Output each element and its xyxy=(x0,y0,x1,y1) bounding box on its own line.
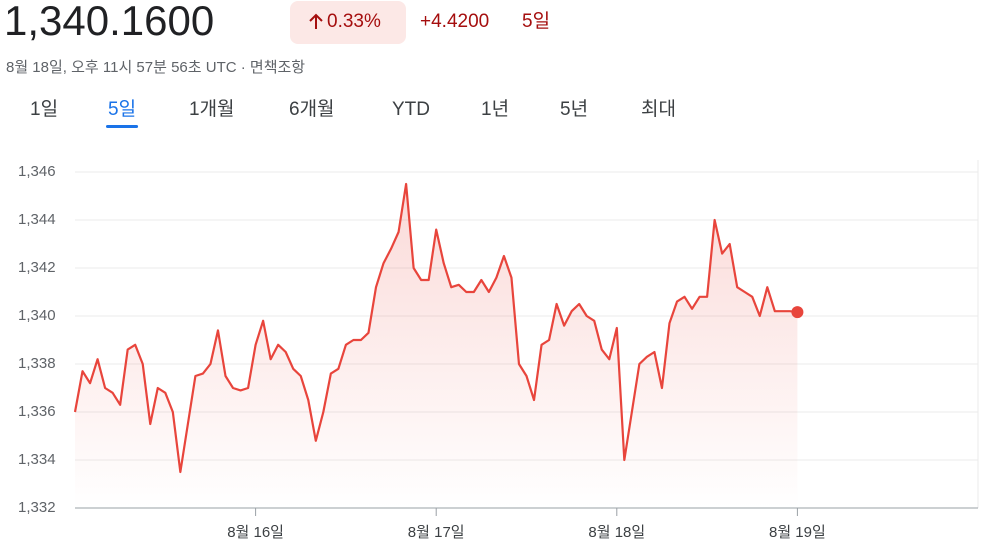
tab[interactable]: 1년 xyxy=(481,98,509,120)
change-percent: 0.33% xyxy=(327,11,381,32)
x-tick-label: 8월 16일 xyxy=(227,524,284,541)
price-line xyxy=(73,182,798,474)
last-point xyxy=(791,306,804,319)
tab[interactable]: 최대 xyxy=(641,98,676,120)
tab[interactable]: 5년 xyxy=(560,98,588,120)
chart: 1,332 1,334 1,336 1,338 1,340 1,342 1,344 1,346… xyxy=(18,160,979,541)
tab[interactable]: 6개월 xyxy=(289,98,335,120)
y-tick-label: 1,332 xyxy=(18,499,56,516)
change-badge xyxy=(290,1,406,44)
price: 1,340.1600 xyxy=(4,0,214,44)
tab[interactable]: YTD xyxy=(392,99,430,120)
y-tick-label: 1,340 xyxy=(18,307,56,324)
up-arrow xyxy=(309,13,323,29)
tab[interactable]: 5일 xyxy=(108,98,136,120)
y-tick-label: 1,338 xyxy=(18,355,56,372)
y-tick-label: 1,344 xyxy=(18,211,56,228)
area xyxy=(75,184,798,508)
y-tick-label: 1,336 xyxy=(18,403,56,420)
tab[interactable]: 1일 xyxy=(30,98,58,120)
timestamp: 8월 18일, 오후 11시 57분 56초 UTC · 면책조항 xyxy=(6,59,305,76)
period: 5일 xyxy=(522,10,550,32)
y-tick-label: 1,334 xyxy=(18,451,56,468)
y-tick-label: 1,346 xyxy=(18,163,56,180)
x-tick-label: 8월 19일 xyxy=(769,524,826,541)
y-tick-label: 1,342 xyxy=(18,259,56,276)
tabs: 1일 5일 1개월 6개월 YTD 1년 5년 최대 xyxy=(30,98,676,128)
change: +4.4200 xyxy=(420,11,489,32)
x-tick-label: 8월 18일 xyxy=(588,524,645,541)
tab[interactable]: 1개월 xyxy=(189,98,235,120)
tab-indicator xyxy=(106,125,139,128)
x-tick-label: 8월 17일 xyxy=(408,524,465,541)
